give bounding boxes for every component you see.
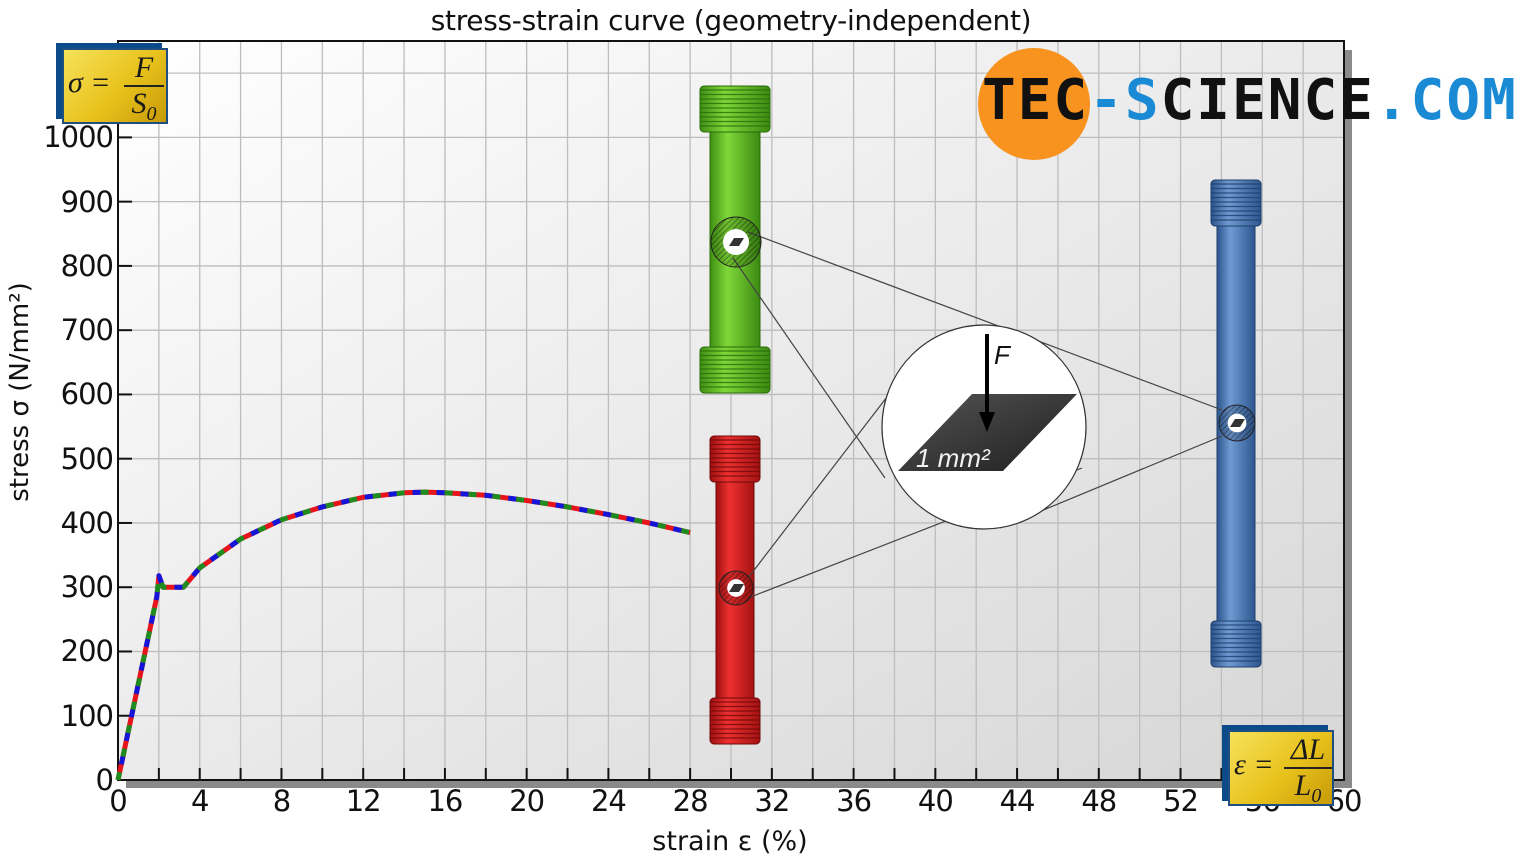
area-plate xyxy=(898,394,1077,471)
y-tick-label: 800 xyxy=(60,248,114,283)
den-symbol: S xyxy=(131,87,147,120)
specimen-illustrations: F 1 mm² xyxy=(699,85,1262,745)
x-tick-label: 16 xyxy=(427,784,463,818)
y-tick-label: 300 xyxy=(60,570,114,605)
logo-text: TEC-SCIENCE.COM xyxy=(982,68,1518,133)
den-symbol: L xyxy=(1294,769,1312,802)
x-tick-label: 24 xyxy=(590,784,627,818)
cross-section-marker xyxy=(710,216,762,268)
strain-formula-numerator: ΔL xyxy=(1290,733,1326,766)
force-label: F xyxy=(994,340,1012,370)
cross-section-inset: F 1 mm² xyxy=(881,324,1087,530)
x-tick-label: 32 xyxy=(754,784,790,818)
strain-formula-denominator: L0 xyxy=(1284,770,1332,812)
logo-part-tec: TEC xyxy=(982,68,1090,133)
den-subscript: 0 xyxy=(1311,785,1322,807)
stress-formula-box: σ = F S0 xyxy=(62,48,168,125)
stress-strain-curve xyxy=(115,489,691,781)
cross-section-marker xyxy=(1218,404,1256,442)
y-tick-label: 500 xyxy=(60,441,114,476)
stress-formula-numerator: F xyxy=(134,51,154,84)
area-label: 1 mm² xyxy=(916,443,991,473)
x-tick-label: 20 xyxy=(509,784,545,818)
x-tick-label: 8 xyxy=(272,784,291,818)
y-tick-label: 900 xyxy=(60,184,114,219)
logo-part-com: .COM xyxy=(1374,68,1518,133)
x-tick-label: 36 xyxy=(836,784,872,818)
x-axis-label: strain ε (%) xyxy=(652,826,808,857)
y-tick-label: 200 xyxy=(60,634,114,669)
x-tick-label: 48 xyxy=(1081,784,1117,818)
y-tick-label: 0 xyxy=(95,763,114,797)
den-subscript: 0 xyxy=(146,103,157,125)
plot-frame xyxy=(117,40,1345,781)
x-tick-label: 12 xyxy=(345,784,382,818)
x-tick-label: 44 xyxy=(999,784,1036,818)
x-tick-label: 4 xyxy=(190,784,209,818)
x-tick-label: 52 xyxy=(1163,784,1199,818)
stress-formula-denominator: S0 xyxy=(124,88,164,130)
chart-title: stress-strain curve (geometry-independen… xyxy=(430,4,1032,37)
fraction-bar xyxy=(1284,767,1332,769)
y-tick-label: 1000 xyxy=(43,120,114,155)
logo-part-s: -S xyxy=(1089,68,1161,133)
strain-formula-lhs: ε = xyxy=(1234,748,1274,781)
y-tick-label: 600 xyxy=(60,377,114,412)
x-tick-label: 28 xyxy=(672,784,709,818)
cross-section-marker xyxy=(718,570,754,606)
tec-science-logo: TEC-SCIENCE.COM xyxy=(978,46,1518,162)
stress-formula-lhs: σ = xyxy=(68,66,111,99)
y-tick-label: 100 xyxy=(60,698,114,733)
fraction-bar xyxy=(124,85,164,87)
logo-circle xyxy=(978,48,1090,160)
strain-formula-box: ε = ΔL L0 xyxy=(1228,730,1334,807)
logo-part-cience: CIENCE xyxy=(1160,68,1375,133)
y-tick-label: 400 xyxy=(60,505,114,540)
x-tick-label: 0 xyxy=(109,784,127,818)
y-tick-label: 700 xyxy=(60,313,114,348)
x-tick-label: 40 xyxy=(917,784,954,818)
stress-formula-fraction: F S0 xyxy=(124,52,164,130)
strain-formula-fraction: ΔL L0 xyxy=(1284,734,1332,812)
